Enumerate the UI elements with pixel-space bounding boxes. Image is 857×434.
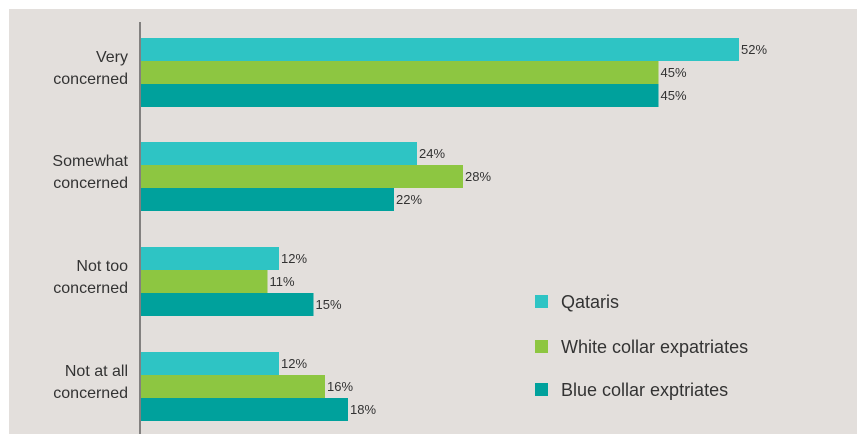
legend-label: Qataris <box>561 292 619 312</box>
bar <box>141 270 268 293</box>
bar <box>141 142 417 165</box>
value-label: 16% <box>327 379 353 394</box>
value-label: 12% <box>281 251 307 266</box>
value-label: 45% <box>661 65 687 80</box>
bar <box>141 165 463 188</box>
value-label: 22% <box>396 192 422 207</box>
legend-swatch <box>535 295 548 308</box>
bar <box>141 61 659 84</box>
value-label: 11% <box>270 274 295 289</box>
category-label: Not at all concerned <box>53 363 128 402</box>
value-label: 18% <box>350 402 376 417</box>
bar <box>141 188 394 211</box>
legend-swatch <box>535 383 548 396</box>
value-label: 52% <box>741 42 767 57</box>
legend-label: Blue collar exptriates <box>561 380 728 400</box>
bar <box>141 38 739 61</box>
value-label: 15% <box>316 297 342 312</box>
value-label: 12% <box>281 356 307 371</box>
legend-label: White collar expatriates <box>561 337 748 357</box>
bar <box>141 84 659 107</box>
bar <box>141 398 348 421</box>
value-label: 45% <box>661 88 687 103</box>
category-label: Not too concerned <box>53 258 128 297</box>
legend-swatch <box>535 340 548 353</box>
value-label: 24% <box>419 146 445 161</box>
value-label: 28% <box>465 169 491 184</box>
bar <box>141 375 325 398</box>
bar <box>141 352 279 375</box>
category-label: Somewhat concerned <box>52 153 128 192</box>
category-label: Very concerned <box>53 49 128 88</box>
bar <box>141 293 314 316</box>
bar <box>141 247 279 270</box>
